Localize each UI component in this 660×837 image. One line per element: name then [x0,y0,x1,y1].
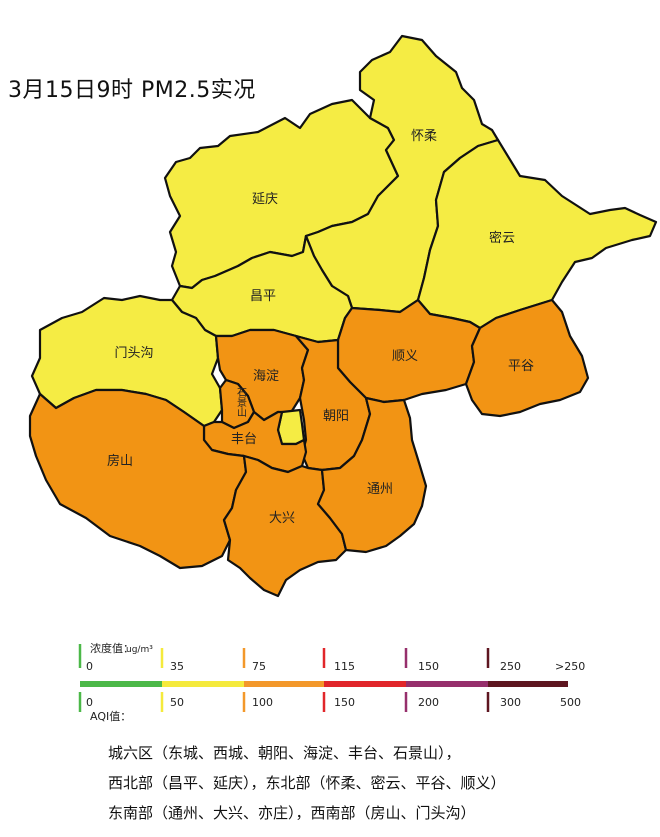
district-tongzhou[interactable] [316,396,428,554]
map-title: 3月15日9时 PM2.5实况 [8,78,256,103]
legend-conc-ticks: 0 35 75 115 150 250 >250 [86,660,585,673]
legend-segment-medium [324,681,406,687]
legend-aqi-tick-label: 500 [560,696,581,709]
note-line: 西北部（昌平、延庆），东北部（怀柔、密云、平谷、顺义） [108,774,506,792]
label-shijingshan: 石景山 [235,387,247,417]
legend-aqi-tick-label: 150 [334,696,355,709]
legend-conc-tick-label: 250 [500,660,521,673]
legend-tick-marks [78,644,490,712]
legend-color-bar [80,681,568,687]
legend-conc-tick-label: 150 [418,660,439,673]
legend-conc-label: 浓度值： [90,641,134,655]
label-chaoyang: 朝阳 [323,409,349,424]
beijing-pm25-map: 延庆 怀柔 密云 昌平 门头沟 顺义 平谷 海淀 石景山 朝阳 丰台 房山 通州… [28,34,658,598]
label-fangshan: 房山 [107,453,133,469]
legend-aqi-ticks: 0 50 100 150 200 300 500 [86,696,581,709]
district-pinggu[interactable] [464,298,590,418]
legend-segment-moderate [162,681,244,687]
legend-segment-light [244,681,324,687]
label-daxing: 大兴 [269,511,295,526]
legend-segment-severe [488,681,568,687]
label-pinggu: 平谷 [508,359,534,374]
legend-segment-good [80,681,162,687]
label-yanqing: 延庆 [252,192,278,207]
label-changping: 昌平 [250,289,276,304]
legend-aqi-label: AQI值： [90,710,131,723]
note-line: 东南部（通州、大兴、亦庄），西南部（房山、门头沟） [108,804,476,822]
legend-segment-heavy [406,681,488,687]
label-mentougou: 门头沟 [114,346,153,361]
legend-aqi-tick-label: 100 [252,696,273,709]
note-line: 城六区（东城、西城、朝阳、海淀、丰台、石景山）， [108,744,461,762]
label-shunyi: 顺义 [392,349,418,364]
district-miyun[interactable] [416,138,658,330]
legend-aqi-tick-label: 50 [170,696,184,709]
label-haidian: 海淀 [253,369,279,384]
legend-aqi-tick-label: 200 [418,696,439,709]
region-notes: 城六区（东城、西城、朝阳、海淀、丰台、石景山）， 西北部（昌平、延庆），东北部（… [108,738,506,828]
legend-conc-unit: ug/m³ [126,645,153,655]
legend-aqi-tick-label: 0 [86,696,93,709]
legend-aqi-tick-label: 300 [500,696,521,709]
district-daxing[interactable] [222,454,348,598]
legend-conc-tick-label: 75 [252,660,266,673]
legend-conc-tick-label: >250 [555,660,585,673]
label-huairou: 怀柔 [411,129,437,144]
pm25-legend: 浓度值： ug/m³ AQI值： 0 35 75 115 150 250 >250 0 50 1… [78,641,585,723]
label-fengtai: 丰台 [231,432,257,447]
legend-conc-tick-label: 0 [86,660,93,673]
label-tongzhou: 通州 [367,482,393,497]
legend-conc-tick-label: 35 [170,660,184,673]
label-miyun: 密云 [489,230,515,246]
legend-conc-tick-label: 115 [334,660,355,673]
